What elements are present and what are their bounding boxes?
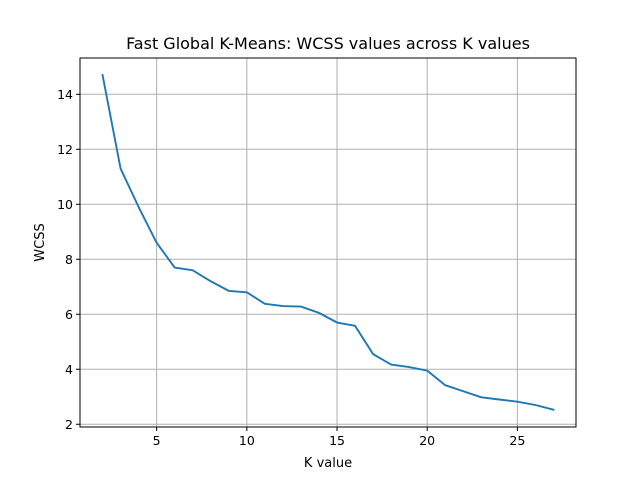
x-axis-label: K value	[304, 456, 352, 471]
chart-title: Fast Global K-Means: WCSS values across …	[126, 34, 530, 53]
x-tick-label: 20	[419, 433, 435, 448]
x-tick-label: 5	[153, 433, 161, 448]
y-tick-label: 14	[57, 87, 73, 102]
x-tick-label: 15	[329, 433, 345, 448]
y-tick-label: 10	[57, 197, 73, 212]
y-tick-label: 4	[65, 362, 73, 377]
x-tick-label: 10	[239, 433, 255, 448]
x-tick-label: 25	[509, 433, 525, 448]
y-tick-label: 2	[65, 417, 73, 432]
y-tick-label: 12	[57, 142, 73, 157]
y-axis-label: WCSS	[33, 223, 48, 261]
y-tick-label: 6	[65, 307, 73, 322]
y-tick-label: 8	[65, 252, 73, 267]
